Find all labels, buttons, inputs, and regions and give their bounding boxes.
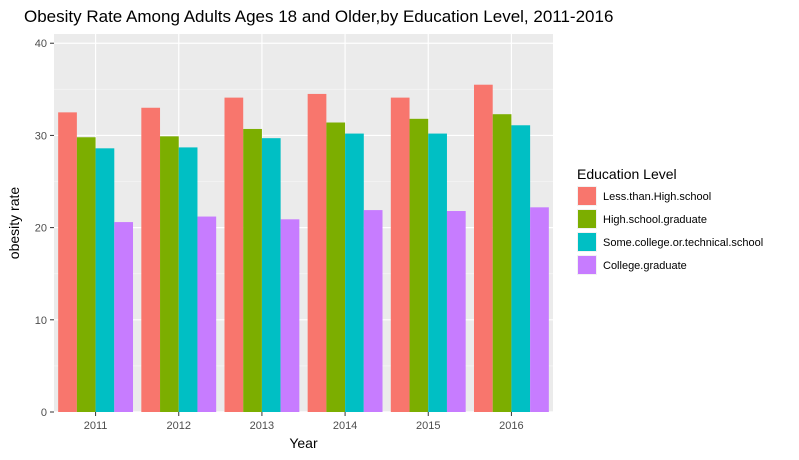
x-tick-label: 2014 [333,420,357,432]
plot-panel [54,34,553,412]
legend-items: Less.than.High.school High.school.graduat… [577,186,763,275]
bar-2016-3 [530,207,549,412]
bar-2014-3 [363,210,383,412]
bars [58,84,549,413]
bar-2011-1 [76,137,96,412]
y-tick-label: 40 [35,38,47,50]
y-axis: 0 10 20 30 40 [35,38,54,419]
bar-2016-0 [473,84,493,413]
legend-label: College.graduate [603,260,687,272]
y-axis-label: obesity rate [6,187,22,260]
bar-2015-0 [390,97,410,413]
x-tick-label: 2013 [250,420,274,432]
x-axis: 2011 2012 2013 2014 2015 2016 [84,412,524,432]
bar-2012-0 [141,107,161,412]
bar-2011-0 [58,112,77,413]
y-tick-label: 0 [41,407,47,419]
chart-title: Obesity Rate Among Adults Ages 18 and Ol… [24,7,613,26]
bar-2012-2 [178,147,198,412]
bar-2012-1 [160,136,179,412]
legend-swatch [578,256,596,274]
legend-swatch [578,233,596,251]
x-tick-label: 2011 [84,420,108,432]
legend-label: Some.college.or.technical.school [603,237,763,249]
x-tick-label: 2015 [416,420,440,432]
y-tick-label: 30 [35,130,47,142]
bar-2015-1 [409,118,429,412]
bar-2013-0 [224,97,244,413]
legend-label: High.school.graduate [603,214,707,226]
legend-title: Education Level [577,166,677,182]
legend-label: Less.than.High.school [603,191,711,203]
x-tick-label: 2016 [499,420,523,432]
bar-2011-2 [95,148,115,412]
y-tick-label: 20 [35,223,47,235]
bar-2014-2 [345,133,364,412]
legend-swatch [578,187,596,205]
x-tick-label: 2012 [167,420,191,432]
bar-2013-2 [261,138,281,412]
x-axis-label: Year [289,435,318,451]
bar-2016-1 [492,114,512,413]
legend: Education Level Less.than.High.school Hig… [577,166,763,275]
legend-swatch [578,210,596,228]
bar-2014-1 [326,122,346,412]
bar-2013-1 [243,128,262,412]
bar-2016-2 [511,125,531,413]
bar-2015-3 [446,211,466,412]
y-tick-label: 10 [35,315,47,327]
bar-2014-0 [307,93,327,413]
bar-2011-3 [114,222,134,412]
bar-2013-3 [280,219,300,412]
bar-2012-3 [197,216,217,412]
bar-2015-2 [428,133,447,412]
